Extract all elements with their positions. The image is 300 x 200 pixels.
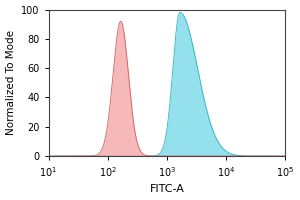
X-axis label: FITC-A: FITC-A <box>149 184 184 194</box>
Y-axis label: Normalized To Mode: Normalized To Mode <box>6 30 16 135</box>
